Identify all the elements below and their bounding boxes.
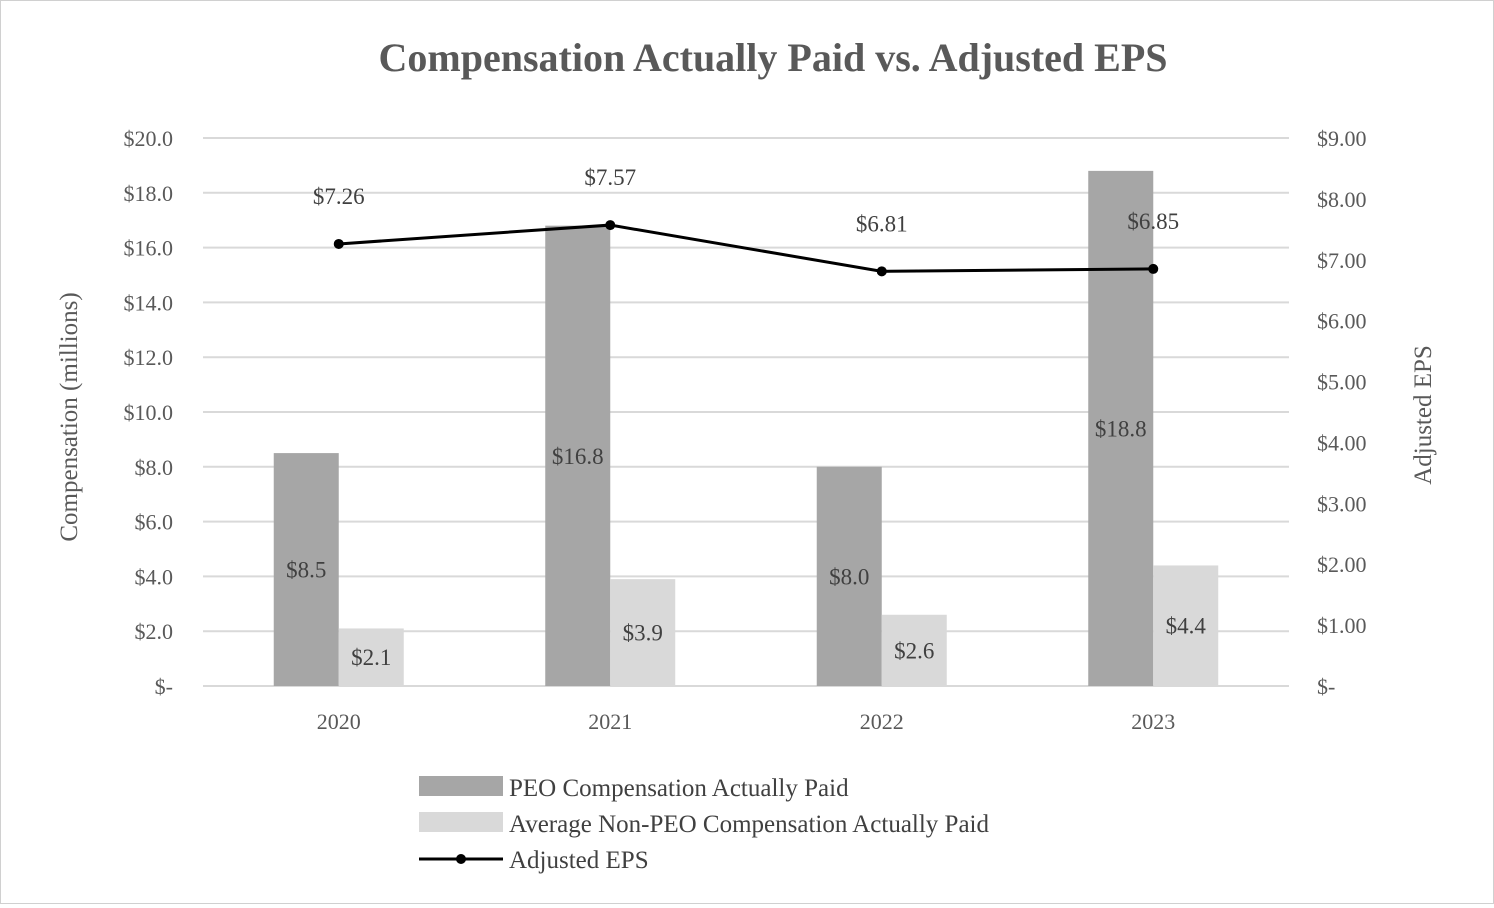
- y2-tick-label: $2.00: [1317, 552, 1367, 577]
- x-tick-label: 2021: [588, 709, 632, 734]
- y-tick-label: $16.0: [124, 236, 174, 261]
- y-tick-label: $18.0: [124, 181, 174, 206]
- legend-label: Average Non-PEO Compensation Actually Pa…: [509, 811, 990, 838]
- y2-tick-label: $8.00: [1317, 187, 1367, 212]
- y2-tick-label: $6.00: [1317, 309, 1367, 334]
- eps-line-series: [333, 220, 1159, 277]
- y-tick-label: $2.0: [135, 619, 174, 644]
- eps-point-label: $7.57: [584, 165, 636, 190]
- legend-swatch: [419, 812, 503, 832]
- legend-marker: [456, 854, 466, 864]
- peo-bar-label: $8.5: [286, 558, 326, 583]
- y2-tick-label: $-: [1317, 674, 1335, 699]
- eps-point: [333, 238, 344, 249]
- non-peo-bar-label: $2.6: [894, 638, 934, 663]
- legend: PEO Compensation Actually Paid Average No…: [419, 775, 990, 874]
- y-tick-label: $8.0: [135, 455, 174, 480]
- peo-bar: [816, 466, 882, 686]
- x-tick-label: 2022: [860, 709, 904, 734]
- y2-axis-title: Adjusted EPS: [1410, 345, 1437, 485]
- y-tick-label: $4.0: [135, 564, 174, 589]
- non-peo-bar: [1153, 565, 1219, 686]
- eps-point-label: $6.81: [856, 211, 908, 236]
- y-tick-label: $20.0: [124, 126, 174, 151]
- eps-point-label: $6.85: [1127, 209, 1179, 234]
- non-peo-bar: [338, 628, 404, 686]
- y2-tick-label: $3.00: [1317, 491, 1367, 516]
- y-tick-label: $14.0: [124, 290, 174, 315]
- y-tick-label: $6.0: [135, 510, 174, 535]
- peo-bar-label: $16.8: [552, 444, 604, 469]
- y-axis-title: Compensation (millions): [56, 292, 83, 541]
- peo-bar: [545, 225, 611, 686]
- eps-point: [1148, 263, 1159, 274]
- non-peo-bar: [881, 614, 947, 686]
- non-peo-bar: [610, 579, 676, 686]
- y2-tick-label: $7.00: [1317, 248, 1367, 273]
- y-tick-label: $-: [155, 674, 173, 699]
- non-peo-bar-label: $4.4: [1166, 614, 1207, 639]
- eps-point: [876, 266, 887, 277]
- peo-bar-label: $18.8: [1095, 416, 1147, 441]
- non-peo-bar-label: $3.9: [623, 621, 663, 646]
- y-tick-label: $12.0: [124, 345, 174, 370]
- legend-label: PEO Compensation Actually Paid: [509, 775, 849, 802]
- axes: $- $2.0 $4.0 $6.0 $8.0 $10.0 $12.0 $14.0 $16.0 $1…: [124, 126, 1367, 734]
- peo-bar: [1088, 170, 1154, 686]
- y-tick-label: $10.0: [124, 400, 174, 425]
- data-labels: $8.5 $2.1 $16.8 $3.9 $8.0 $2.6 $18.8 $4.4 $7.26 $…: [286, 165, 1206, 670]
- y2-tick-label: $5.00: [1317, 370, 1367, 395]
- eps-line: [338, 223, 1154, 273]
- bar-series: [273, 170, 1219, 686]
- y2-tick-label: $1.00: [1317, 613, 1367, 638]
- peo-bar-label: $8.0: [829, 564, 869, 589]
- non-peo-bar-label: $2.1: [351, 645, 391, 670]
- legend-swatch: [419, 776, 503, 796]
- legend-label: Adjusted EPS: [509, 847, 649, 874]
- peo-bar: [273, 453, 339, 686]
- eps-point-label: $7.26: [313, 184, 365, 209]
- y2-tick-label: $4.00: [1317, 430, 1367, 455]
- x-tick-label: 2023: [1131, 709, 1175, 734]
- chart-title: Compensation Actually Paid vs. Adjusted …: [378, 35, 1167, 80]
- eps-point: [605, 220, 616, 231]
- x-tick-label: 2020: [317, 709, 361, 734]
- y2-tick-label: $9.00: [1317, 126, 1367, 151]
